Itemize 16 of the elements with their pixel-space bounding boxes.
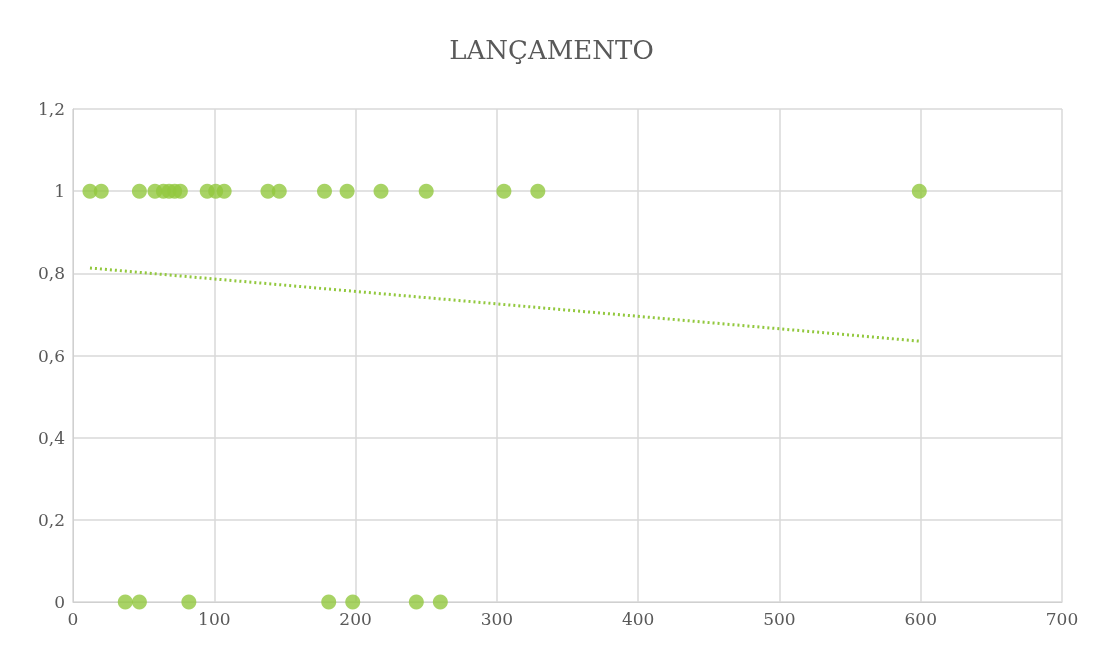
y-tick-label: 0,4	[37, 427, 65, 448]
x-tick-label: 100	[198, 608, 231, 629]
y-tick-label: 1,2	[37, 99, 65, 119]
x-tick-label: 600	[904, 608, 937, 629]
y-tick-label: 0,6	[37, 345, 65, 366]
x-tick-label: 700	[1045, 608, 1079, 629]
chart-title: LANÇAMENTO	[449, 35, 654, 65]
x-tick-label: 300	[480, 608, 514, 629]
x-tick-label: 500	[763, 608, 796, 629]
y-tick-label: 0,2	[37, 509, 65, 530]
y-tick-label: 1	[54, 181, 65, 202]
y-tick-label: 0	[54, 592, 65, 612]
x-tick-label: 200	[339, 608, 372, 629]
y-tick-label: 0,8	[37, 263, 65, 284]
x-tick-label: 400	[621, 608, 655, 629]
x-tick-label: 0	[67, 608, 79, 629]
